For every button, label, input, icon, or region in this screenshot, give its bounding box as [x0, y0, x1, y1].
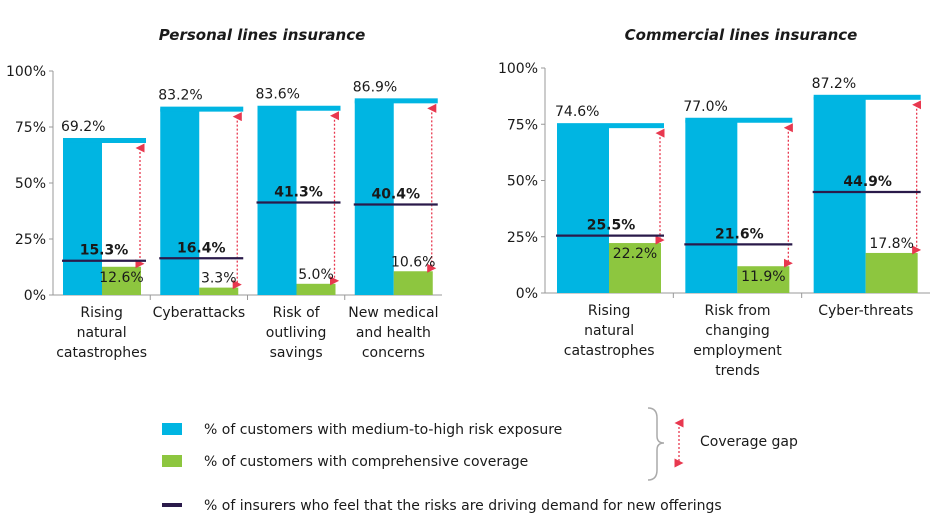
y-tick-label: 50% — [507, 174, 538, 190]
bar-exposure — [354, 100, 394, 296]
chart-personal: Personal lines insurance 0% 25% 50% 75% 100% 6… — [6, 26, 442, 361]
chart-title: Commercial lines insurance — [625, 26, 858, 44]
y-tick-label: 0% — [516, 286, 538, 302]
label-exposure: 74.6% — [555, 104, 599, 120]
x-category-label: Cyberattacks — [153, 305, 246, 321]
bar-exposure — [257, 107, 297, 296]
bar-exposure-cap — [557, 123, 664, 129]
bar-coverage — [199, 287, 239, 295]
x-category-label: catastrophes — [564, 343, 655, 359]
x-category-label: concerns — [362, 345, 425, 361]
y-tick-label: 25% — [507, 230, 538, 246]
bar-exposure-cap — [354, 98, 438, 104]
x-category-label: New medical — [348, 305, 438, 321]
chart-commercial: Commercial lines insurance 0% 25% 50% 75% 100… — [498, 26, 930, 379]
x-category-label: Risk of — [273, 305, 321, 321]
x-category-label: Rising — [80, 305, 123, 321]
label-coverage: 5.0% — [298, 267, 334, 283]
label-coverage: 10.6% — [391, 254, 435, 270]
bar-exposure-cap — [813, 94, 921, 100]
x-category-label: catastrophes — [56, 345, 147, 361]
y-tick-label: 75% — [507, 117, 538, 133]
legend-swatch-coverage — [162, 455, 182, 467]
bar-coverage — [102, 266, 141, 295]
label-coverage: 12.6% — [99, 270, 143, 286]
chart-title: Personal lines insurance — [159, 26, 366, 44]
label-insurers: 41.3% — [274, 184, 323, 200]
label-insurers: 15.3% — [80, 243, 129, 259]
x-category-label: Risk from — [704, 303, 770, 319]
x-category-label: natural — [77, 325, 127, 341]
x-category-label: trends — [715, 363, 760, 379]
bar-exposure — [557, 125, 609, 294]
label-exposure: 83.6% — [256, 87, 300, 103]
y-tick-label: 75% — [15, 120, 46, 136]
label-exposure: 83.2% — [158, 88, 202, 104]
label-insurers: 21.6% — [715, 226, 764, 242]
legend-swatch-insurers — [162, 503, 182, 507]
legend-swatch-exposure — [162, 423, 182, 435]
bar-exposure-cap — [63, 137, 146, 143]
label-coverage: 17.8% — [869, 236, 913, 252]
bar-exposure — [685, 119, 738, 293]
x-category-label: natural — [584, 323, 634, 339]
legend: % of customers with medium-to-high risk … — [162, 407, 798, 514]
bar-exposure-cap — [160, 106, 244, 112]
label-insurers: 44.9% — [843, 174, 892, 190]
label-coverage: 3.3% — [201, 271, 237, 287]
bar-coverage — [737, 266, 790, 293]
bar-exposure — [813, 96, 866, 293]
x-category-label: Cyber-threats — [818, 303, 913, 319]
y-tick-label: 25% — [15, 232, 46, 248]
label-insurers: 16.4% — [177, 240, 226, 256]
label-exposure: 69.2% — [61, 119, 105, 135]
x-category-label: changing — [705, 323, 770, 339]
y-tick-label: 100% — [498, 61, 538, 77]
bar-exposure-cap — [257, 105, 341, 111]
label-exposure: 87.2% — [812, 76, 856, 92]
legend-label-coverage: % of customers with comprehensive covera… — [204, 454, 528, 470]
x-category-label: employment — [693, 343, 782, 359]
y-tick-label: 50% — [15, 176, 46, 192]
label-exposure: 77.0% — [683, 99, 727, 115]
x-category-label: savings — [270, 345, 323, 361]
legend-label-gap: Coverage gap — [700, 434, 798, 450]
bar-coverage — [296, 283, 336, 295]
x-category-label: and health — [356, 325, 431, 341]
label-insurers: 25.5% — [587, 218, 636, 234]
bar-exposure — [63, 139, 102, 295]
label-insurers: 40.4% — [371, 187, 420, 203]
bar-exposure — [160, 108, 200, 296]
y-tick-label: 100% — [6, 64, 46, 80]
y-tick-label: 0% — [24, 288, 46, 304]
bar-coverage — [865, 252, 918, 293]
label-coverage: 22.2% — [613, 246, 657, 262]
x-category-label: outliving — [266, 325, 327, 341]
legend-label-insurers: % of insurers who feel that the risks ar… — [204, 498, 722, 514]
bar-coverage — [609, 243, 661, 293]
label-coverage: 11.9% — [741, 269, 785, 285]
legend-label-exposure: % of customers with medium-to-high risk … — [204, 422, 562, 438]
x-category-label: Rising — [588, 303, 631, 319]
legend-brace — [647, 407, 665, 481]
bar-coverage — [393, 271, 433, 295]
label-exposure: 86.9% — [353, 79, 397, 95]
bar-exposure-cap — [685, 117, 793, 123]
